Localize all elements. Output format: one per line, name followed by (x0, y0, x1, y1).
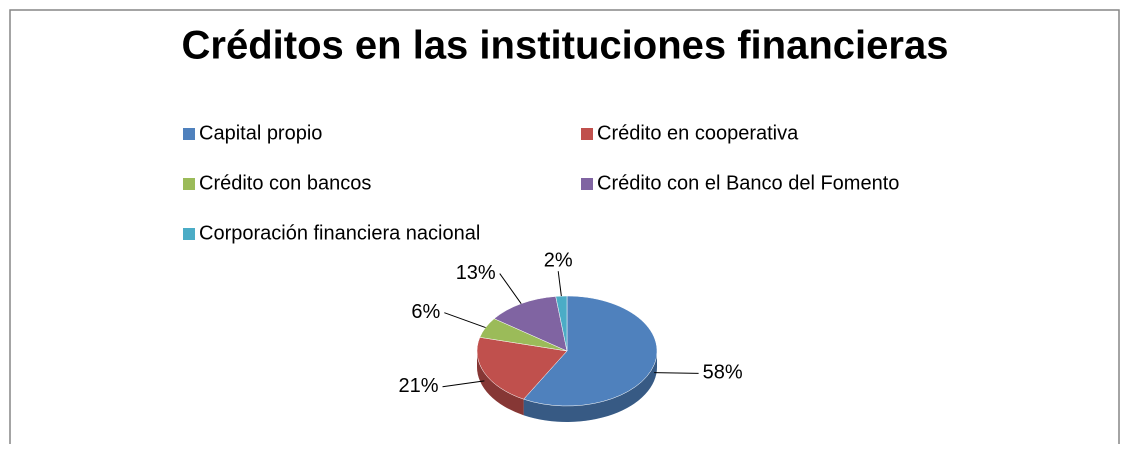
legend-swatch (581, 178, 593, 190)
legend-swatch (183, 178, 195, 190)
legend-label: Corporación financiera nacional (199, 222, 480, 244)
pie-side (477, 351, 524, 416)
legend-swatch (183, 128, 195, 140)
pie-slice (493, 296, 568, 352)
chart-title: Créditos en las instituciones financiera… (182, 24, 949, 68)
data-label: 21% (398, 375, 438, 397)
leader-line (499, 273, 522, 304)
leader-line (557, 271, 562, 297)
data-label: 6% (411, 301, 440, 323)
pie-slice (555, 295, 568, 352)
legend-label: Crédito en cooperativa (597, 122, 799, 144)
legend-label: Capital propio (199, 122, 322, 144)
legend-label: Crédito con bancos (199, 172, 371, 194)
pie-side-shade (523, 351, 657, 422)
legend-swatch (183, 228, 195, 240)
leader-line (442, 380, 485, 388)
data-label: 58% (703, 362, 743, 384)
pie-slice (523, 295, 658, 407)
legend-label: Crédito con el Banco del Fomento (597, 172, 899, 194)
pie-side-shade (477, 351, 524, 416)
pie-side (523, 351, 657, 422)
leader-line (654, 372, 699, 374)
data-label: 2% (544, 249, 573, 271)
data-label: 13% (456, 262, 496, 284)
leader-line (444, 312, 486, 329)
legend-swatch (581, 128, 593, 140)
pie-slice (476, 337, 568, 400)
